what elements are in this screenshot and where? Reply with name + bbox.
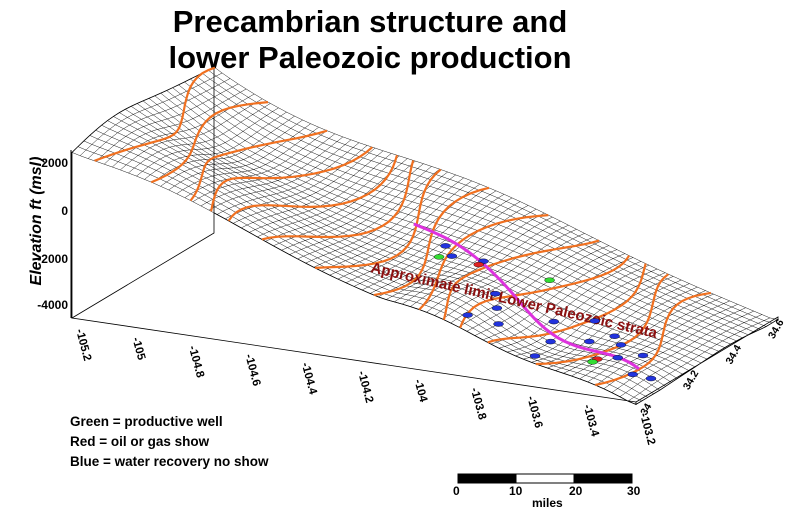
x-tick-label: -103.6 <box>524 395 544 430</box>
x-tick-label: -104.8 <box>186 344 206 379</box>
scale-bar-segment <box>457 473 517 484</box>
x-tick-label: -103.4 <box>581 403 601 438</box>
legend-red: Red = oil or gas show <box>70 434 210 449</box>
productive-well <box>587 359 598 365</box>
z-tick-label: -4000 <box>37 298 68 312</box>
scale-tick-label: 10 <box>509 484 523 498</box>
water-well <box>589 318 600 324</box>
productive-well <box>544 277 555 283</box>
legend-green: Green = productive well <box>70 414 223 429</box>
chart-title-line-1: Precambrian structure and <box>172 4 568 39</box>
z-tick-label: -2000 <box>37 252 68 266</box>
scale-tick-label: 30 <box>627 484 641 498</box>
water-well <box>493 321 504 327</box>
water-well <box>462 312 473 318</box>
z-tick-label: 0 <box>61 204 68 218</box>
contour-line <box>459 254 631 329</box>
water-well <box>609 333 620 339</box>
water-well <box>627 371 638 378</box>
x-tick-label: -104.2 <box>355 370 375 405</box>
contour-line <box>94 66 216 162</box>
show-well <box>473 261 484 268</box>
chart-title-line-2: lower Paleozoic production <box>168 40 572 75</box>
water-well <box>545 338 556 345</box>
y-tick-label: 34 <box>638 401 654 417</box>
scale-bar-segment <box>515 473 575 484</box>
x-tick-label: -103.8 <box>468 386 488 421</box>
water-well <box>529 353 541 359</box>
z-tick-label: 2000 <box>41 156 68 170</box>
x-tick-label: -104 <box>412 378 430 404</box>
water-well <box>446 253 458 259</box>
scale-tick-label: 20 <box>569 484 583 498</box>
surface-mesh <box>71 66 779 405</box>
water-well <box>440 243 451 249</box>
water-well <box>612 355 623 361</box>
scale-bar-segment <box>573 473 633 484</box>
contour-line <box>373 186 490 297</box>
x-tick-label: -104.6 <box>242 353 262 388</box>
water-well <box>548 318 559 325</box>
contour-line <box>189 129 328 202</box>
x-tick-label: -105.2 <box>73 328 93 363</box>
contour-line <box>227 154 399 222</box>
contour-line <box>261 160 415 241</box>
water-well <box>645 375 657 382</box>
scale-unit: miles <box>532 496 563 510</box>
contour-line <box>314 168 442 269</box>
contour-line <box>150 101 269 184</box>
x-tick-label: -105 <box>130 336 148 362</box>
contour-line <box>487 263 647 344</box>
water-well <box>637 352 649 359</box>
scale-tick-label: 0 <box>453 484 460 498</box>
legend-blue: Blue = water recovery no show <box>70 454 269 469</box>
water-well <box>491 305 503 311</box>
x-tick-label: -104.4 <box>299 361 319 396</box>
water-well <box>615 342 627 348</box>
contour-line <box>535 273 669 366</box>
y-tick-label: 34.2 <box>681 368 702 392</box>
water-well <box>490 291 501 297</box>
water-well <box>584 338 595 345</box>
contour-line <box>210 146 373 212</box>
limit-line <box>413 222 640 371</box>
productive-well <box>433 254 445 260</box>
y-tick-label: 34.6 <box>766 317 787 341</box>
